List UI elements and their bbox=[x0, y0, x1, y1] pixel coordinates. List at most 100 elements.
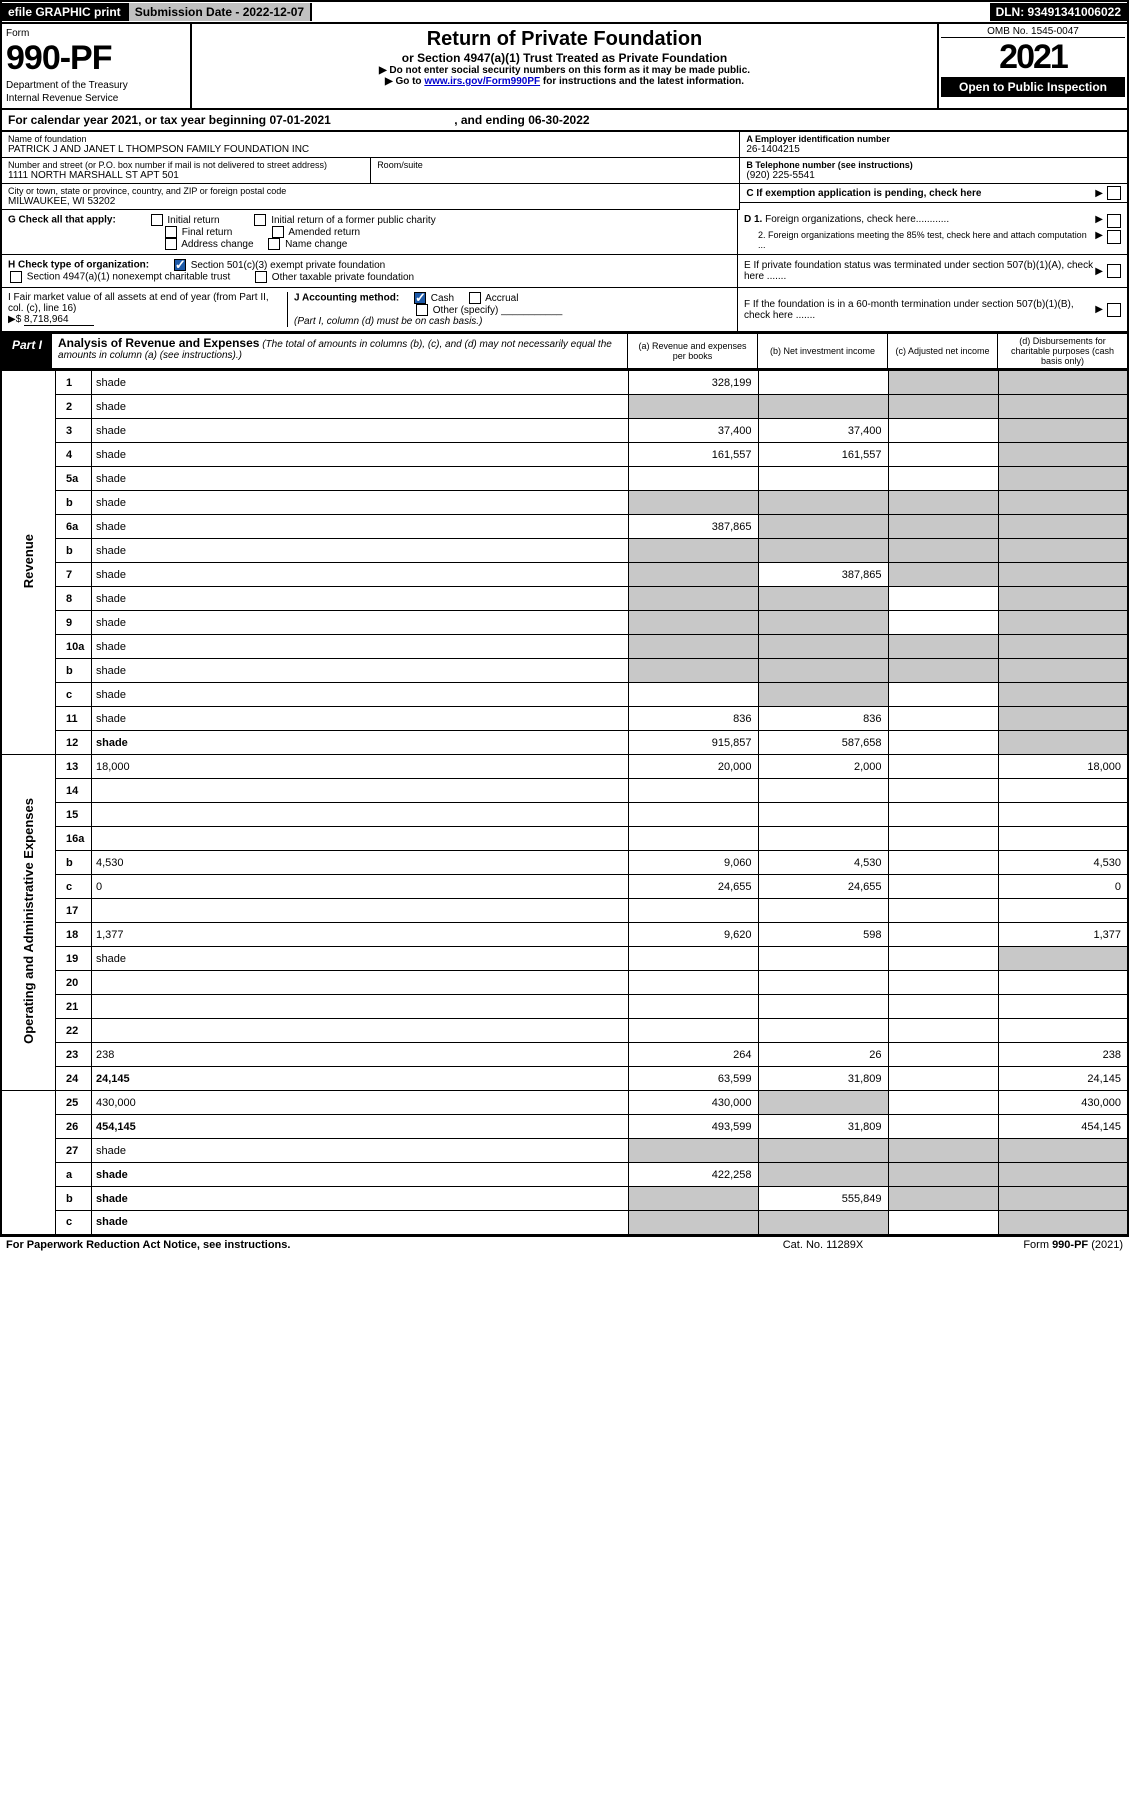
cell-d bbox=[998, 803, 1128, 827]
cell-b: 587,658 bbox=[758, 731, 888, 755]
cell-d bbox=[998, 779, 1128, 803]
row-number: 24 bbox=[56, 1067, 92, 1091]
expenses-section-label: Operating and Administrative Expenses bbox=[1, 755, 56, 1091]
ein-label: A Employer identification number bbox=[746, 134, 1121, 144]
row-description: shade bbox=[92, 515, 629, 539]
table-row: Revenue1shade328,199 bbox=[1, 371, 1128, 395]
table-row: 27shade bbox=[1, 1139, 1128, 1163]
dln-label: DLN: 93491341006022 bbox=[990, 3, 1127, 21]
e-checkbox[interactable] bbox=[1107, 264, 1121, 278]
address-label: Number and street (or P.O. box number if… bbox=[8, 160, 364, 170]
row-description: shade bbox=[92, 419, 629, 443]
row-description bbox=[92, 803, 629, 827]
cell-d: 1,377 bbox=[998, 923, 1128, 947]
cell-a bbox=[628, 587, 758, 611]
efile-label[interactable]: efile GRAPHIC print bbox=[2, 3, 129, 21]
table-row: 5ashade bbox=[1, 467, 1128, 491]
col-d: (d) Disbursements for charitable purpose… bbox=[997, 334, 1127, 368]
cell-b: 26 bbox=[758, 1043, 888, 1067]
c-checkbox[interactable] bbox=[1107, 186, 1121, 200]
part1-desc: Analysis of Revenue and Expenses (The to… bbox=[52, 334, 627, 368]
row-description: shade bbox=[92, 635, 629, 659]
g-amended[interactable] bbox=[272, 226, 284, 238]
form-word: Form bbox=[6, 28, 186, 39]
row-number: 15 bbox=[56, 803, 92, 827]
cell-b bbox=[758, 947, 888, 971]
cell-a bbox=[628, 899, 758, 923]
cell-c bbox=[888, 923, 998, 947]
cell-a bbox=[628, 539, 758, 563]
cell-b bbox=[758, 1139, 888, 1163]
row-description: 18,000 bbox=[92, 755, 629, 779]
table-row: 181,3779,6205981,377 bbox=[1, 923, 1128, 947]
form-subtitle: or Section 4947(a)(1) Trust Treated as P… bbox=[196, 51, 933, 65]
form-note-1: ▶ Do not enter social security numbers o… bbox=[196, 65, 933, 76]
name-label: Name of foundation bbox=[8, 134, 733, 144]
cell-c bbox=[888, 971, 998, 995]
cell-a bbox=[628, 467, 758, 491]
irs-link[interactable]: www.irs.gov/Form990PF bbox=[424, 76, 540, 87]
table-row: 15 bbox=[1, 803, 1128, 827]
cell-c bbox=[888, 1187, 998, 1211]
cell-a bbox=[628, 491, 758, 515]
section-ij-row: I Fair market value of all assets at end… bbox=[0, 288, 1129, 333]
d1-checkbox[interactable] bbox=[1107, 214, 1121, 228]
cell-d bbox=[998, 443, 1128, 467]
cell-c bbox=[888, 587, 998, 611]
g-address-change[interactable] bbox=[165, 238, 177, 250]
g-initial-public[interactable] bbox=[254, 214, 266, 226]
cell-a: 20,000 bbox=[628, 755, 758, 779]
table-row: 20 bbox=[1, 971, 1128, 995]
cell-c bbox=[888, 875, 998, 899]
g-final-return[interactable] bbox=[165, 226, 177, 238]
j-accrual[interactable] bbox=[469, 292, 481, 304]
row-number: 13 bbox=[56, 755, 92, 779]
cell-a: 24,655 bbox=[628, 875, 758, 899]
row-description: shade bbox=[92, 395, 629, 419]
d2-checkbox[interactable] bbox=[1107, 230, 1121, 244]
cell-a: 37,400 bbox=[628, 419, 758, 443]
table-row: 11shade836836 bbox=[1, 707, 1128, 731]
row-description: shade bbox=[92, 1211, 629, 1235]
table-row: cshade bbox=[1, 683, 1128, 707]
row-description bbox=[92, 1019, 629, 1043]
cell-a: 328,199 bbox=[628, 371, 758, 395]
ein-value: 26-1404215 bbox=[746, 144, 1121, 155]
h-501c3[interactable] bbox=[174, 259, 186, 271]
row-number: b bbox=[56, 539, 92, 563]
cell-b bbox=[758, 611, 888, 635]
row-number: c bbox=[56, 875, 92, 899]
cell-b bbox=[758, 1019, 888, 1043]
cell-a: 422,258 bbox=[628, 1163, 758, 1187]
row-number: 25 bbox=[56, 1091, 92, 1115]
cell-a bbox=[628, 803, 758, 827]
table-row: b4,5309,0604,5304,530 bbox=[1, 851, 1128, 875]
j-cash[interactable] bbox=[414, 292, 426, 304]
row-description: 4,530 bbox=[92, 851, 629, 875]
cell-a bbox=[628, 1019, 758, 1043]
cell-b bbox=[758, 659, 888, 683]
row-description: shade bbox=[92, 1139, 629, 1163]
cell-b: 2,000 bbox=[758, 755, 888, 779]
header-left: Form 990-PF Department of the Treasury I… bbox=[2, 24, 192, 108]
cell-c bbox=[888, 659, 998, 683]
row-number: 18 bbox=[56, 923, 92, 947]
cell-d bbox=[998, 611, 1128, 635]
g-name-change[interactable] bbox=[268, 238, 280, 250]
row-number: 7 bbox=[56, 563, 92, 587]
cell-d bbox=[998, 659, 1128, 683]
col-b: (b) Net investment income bbox=[757, 334, 887, 368]
cell-d bbox=[998, 587, 1128, 611]
cell-a: 9,060 bbox=[628, 851, 758, 875]
h-other-taxable[interactable] bbox=[255, 271, 267, 283]
h-4947[interactable] bbox=[10, 271, 22, 283]
table-row: 2323826426238 bbox=[1, 1043, 1128, 1067]
top-bar: efile GRAPHIC print Submission Date - 20… bbox=[0, 0, 1129, 24]
g-initial-return[interactable] bbox=[151, 214, 163, 226]
cell-b bbox=[758, 395, 888, 419]
f-checkbox[interactable] bbox=[1107, 303, 1121, 317]
cell-d: 238 bbox=[998, 1043, 1128, 1067]
cell-b bbox=[758, 1091, 888, 1115]
footer-left: For Paperwork Reduction Act Notice, see … bbox=[6, 1239, 723, 1251]
cell-c bbox=[888, 539, 998, 563]
